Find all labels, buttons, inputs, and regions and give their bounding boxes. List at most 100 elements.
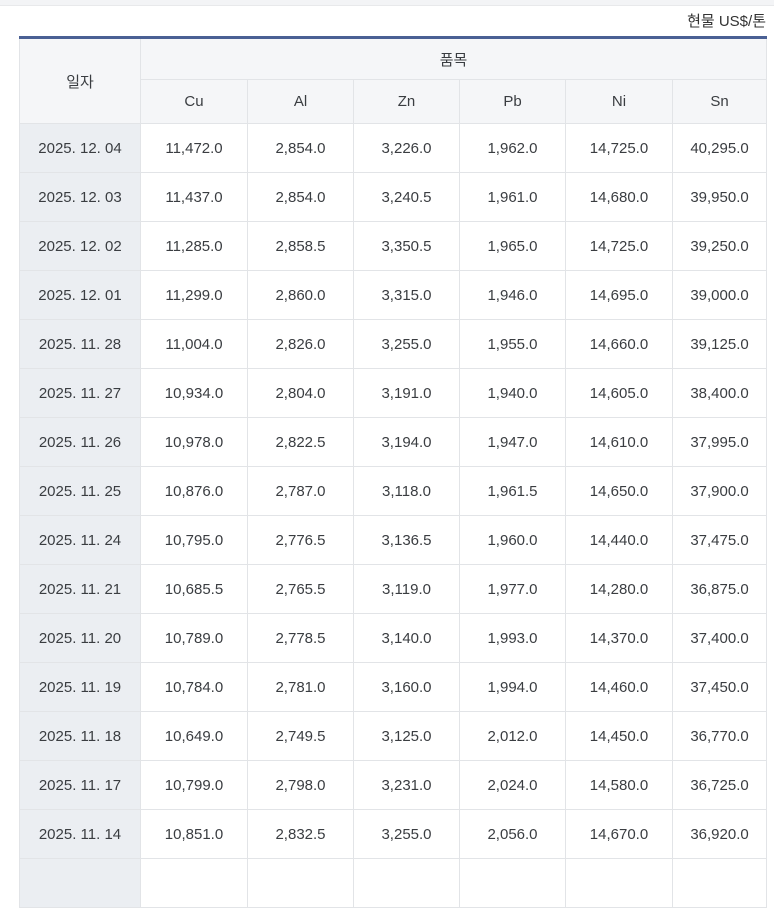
value-cell: 14,580.0 bbox=[565, 760, 673, 810]
date-cell: 2025. 11. 21 bbox=[19, 564, 141, 614]
column-header-sn: Sn bbox=[671, 79, 768, 124]
value-cell: 2,024.0 bbox=[459, 760, 566, 810]
value-cell: 36,725.0 bbox=[671, 760, 768, 810]
value-cell: 2,787.0 bbox=[247, 466, 354, 516]
value-cell: 37,450.0 bbox=[671, 662, 768, 712]
value-cell: 3,125.0 bbox=[353, 711, 460, 761]
value-cell: 3,194.0 bbox=[353, 417, 460, 467]
value-cell: 1,947.0 bbox=[459, 417, 566, 467]
value-cell: 1,993.0 bbox=[459, 613, 566, 663]
column-header-date: 일자 bbox=[19, 37, 141, 124]
value-cell: 2,781.0 bbox=[247, 662, 354, 712]
date-cell: 2025. 11. 26 bbox=[19, 417, 141, 467]
column-header-zn: Zn bbox=[353, 79, 460, 124]
date-cell: 2025. 11. 28 bbox=[19, 319, 141, 369]
date-cell: 2025. 11. 17 bbox=[19, 760, 141, 810]
date-cell: 2025. 11. 27 bbox=[19, 368, 141, 418]
value-cell: 2,858.5 bbox=[247, 221, 354, 271]
date-cell: 2025. 11. 24 bbox=[19, 515, 141, 565]
value-cell: 37,900.0 bbox=[671, 466, 768, 516]
table-row: 2025. 11. 26 10,978.0 2,822.5 3,194.0 1,947.… bbox=[19, 417, 768, 467]
value-cell: 3,140.0 bbox=[353, 613, 460, 663]
value-cell: 14,440.0 bbox=[565, 515, 673, 565]
table-row: 2025. 11. 14 10,851.0 2,832.5 3,255.0 2,056.… bbox=[19, 809, 768, 859]
value-cell: 2,776.5 bbox=[247, 515, 354, 565]
table-row: 2025. 11. 27 10,934.0 2,804.0 3,191.0 1,940.… bbox=[19, 368, 768, 418]
value-cell: 2,804.0 bbox=[247, 368, 354, 418]
value-cell: 14,610.0 bbox=[565, 417, 673, 467]
date-cell: 2025. 11. 14 bbox=[19, 809, 141, 859]
metal-column-headers: Cu Al Zn Pb Ni Sn bbox=[20, 79, 768, 124]
table-row: 2025. 11. 25 10,876.0 2,787.0 3,118.0 1,961.… bbox=[19, 466, 768, 516]
date-cell: 2025. 12. 04 bbox=[19, 123, 141, 173]
value-cell: 10,876.0 bbox=[140, 466, 248, 516]
value-cell: 3,136.5 bbox=[353, 515, 460, 565]
value-cell: 3,160.0 bbox=[353, 662, 460, 712]
column-header-cu: Cu bbox=[140, 79, 248, 124]
value-cell: 37,400.0 bbox=[671, 613, 768, 663]
value-cell: 1,955.0 bbox=[459, 319, 566, 369]
value-cell: 2,765.5 bbox=[247, 564, 354, 614]
value-cell bbox=[565, 858, 673, 908]
value-cell: 14,280.0 bbox=[565, 564, 673, 614]
value-cell: 3,191.0 bbox=[353, 368, 460, 418]
value-cell: 2,832.5 bbox=[247, 809, 354, 859]
value-cell: 14,680.0 bbox=[565, 172, 673, 222]
table-row: 2025. 11. 17 10,799.0 2,798.0 3,231.0 2,024.… bbox=[19, 760, 768, 810]
value-cell: 1,961.5 bbox=[459, 466, 566, 516]
value-cell: 37,475.0 bbox=[671, 515, 768, 565]
date-cell: 2025. 12. 03 bbox=[19, 172, 141, 222]
value-cell: 3,240.5 bbox=[353, 172, 460, 222]
value-cell: 2,860.0 bbox=[247, 270, 354, 320]
value-cell: 10,978.0 bbox=[140, 417, 248, 467]
date-cell: 2025. 11. 19 bbox=[19, 662, 141, 712]
table-row: 2025. 11. 20 10,789.0 2,778.5 3,140.0 1,993.… bbox=[19, 613, 768, 663]
date-cell: 2025. 12. 01 bbox=[19, 270, 141, 320]
value-cell: 2,826.0 bbox=[247, 319, 354, 369]
content-area: 현물 US$/톤 일자 품목 Cu Al Zn Pb Ni Sn 2025. 12. 04… bbox=[0, 13, 774, 908]
value-cell: 10,799.0 bbox=[140, 760, 248, 810]
value-cell: 10,795.0 bbox=[140, 515, 248, 565]
value-cell: 3,255.0 bbox=[353, 319, 460, 369]
value-cell: 39,250.0 bbox=[671, 221, 768, 271]
metal-price-table: 일자 품목 Cu Al Zn Pb Ni Sn 2025. 12. 04 11,472.0 2… bbox=[19, 36, 768, 908]
value-cell bbox=[140, 858, 248, 908]
value-cell: 39,125.0 bbox=[671, 319, 768, 369]
column-group-header-items: 품목 bbox=[139, 37, 768, 80]
table-row: 2025. 12. 04 11,472.0 2,854.0 3,226.0 1,962.… bbox=[19, 123, 768, 173]
value-cell: 37,995.0 bbox=[671, 417, 768, 467]
value-cell: 2,056.0 bbox=[459, 809, 566, 859]
value-cell: 14,695.0 bbox=[565, 270, 673, 320]
value-cell bbox=[459, 858, 566, 908]
table-row: 2025. 12. 03 11,437.0 2,854.0 3,240.5 1,961.… bbox=[19, 172, 768, 222]
value-cell: 39,950.0 bbox=[671, 172, 768, 222]
table-row: 2025. 11. 21 10,685.5 2,765.5 3,119.0 1,977.… bbox=[19, 564, 768, 614]
value-cell: 3,226.0 bbox=[353, 123, 460, 173]
date-cell: 2025. 11. 25 bbox=[19, 466, 141, 516]
date-cell: 2025. 11. 18 bbox=[19, 711, 141, 761]
value-cell: 11,437.0 bbox=[140, 172, 248, 222]
column-header-ni: Ni bbox=[565, 79, 673, 124]
value-cell: 11,004.0 bbox=[140, 319, 248, 369]
value-cell: 1,961.0 bbox=[459, 172, 566, 222]
value-cell: 14,725.0 bbox=[565, 221, 673, 271]
unit-label: 현물 US$/톤 bbox=[687, 13, 766, 30]
value-cell: 1,977.0 bbox=[459, 564, 566, 614]
value-cell: 14,450.0 bbox=[565, 711, 673, 761]
value-cell: 40,295.0 bbox=[671, 123, 768, 173]
value-cell: 3,231.0 bbox=[353, 760, 460, 810]
value-cell: 2,854.0 bbox=[247, 172, 354, 222]
value-cell: 2,822.5 bbox=[247, 417, 354, 467]
value-cell: 14,370.0 bbox=[565, 613, 673, 663]
value-cell: 10,934.0 bbox=[140, 368, 248, 418]
table-row: 2025. 12. 01 11,299.0 2,860.0 3,315.0 1,946.… bbox=[19, 270, 768, 320]
date-cell: 2025. 12. 02 bbox=[19, 221, 141, 271]
value-cell: 14,460.0 bbox=[565, 662, 673, 712]
value-cell: 10,649.0 bbox=[140, 711, 248, 761]
value-cell: 10,789.0 bbox=[140, 613, 248, 663]
table-row bbox=[19, 858, 768, 908]
value-cell: 38,400.0 bbox=[671, 368, 768, 418]
value-cell: 36,770.0 bbox=[671, 711, 768, 761]
column-header-al: Al bbox=[247, 79, 354, 124]
